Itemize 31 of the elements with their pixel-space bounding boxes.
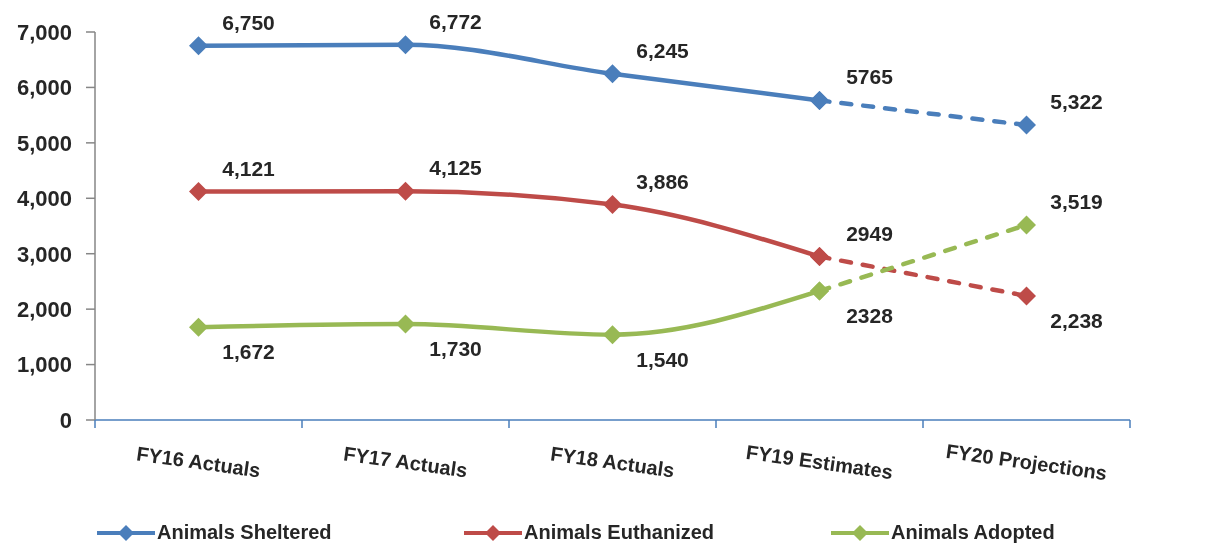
y-tick-label: 5,000: [16, 130, 72, 156]
legend-label: Animals Euthanized: [524, 521, 715, 543]
data-label: 2949: [846, 221, 893, 245]
legend-label: Animals Adopted: [891, 521, 1055, 543]
data-label: 4,121: [222, 156, 276, 180]
x-tick-label: FY18 Actuals: [549, 442, 676, 482]
y-tick-label: 0: [59, 407, 72, 433]
data-label: 6,245: [636, 38, 690, 62]
y-tick-label: 7,000: [16, 19, 72, 45]
data-label: 6,750: [222, 10, 275, 34]
data-label: 3,886: [636, 169, 689, 193]
data-label: 3,519: [1050, 189, 1103, 213]
data-label: 2328: [846, 303, 894, 327]
x-tick-label: FY16 Actuals: [135, 442, 262, 482]
x-tick-label: FY17 Actuals: [342, 442, 469, 482]
data-label: 1,730: [429, 336, 482, 360]
y-tick-label: 3,000: [16, 241, 72, 267]
y-tick-label: 2,000: [16, 296, 72, 322]
x-tick-label: FY19 Estimates: [744, 440, 895, 484]
data-label: 6,772: [429, 9, 482, 33]
data-label: 2,238: [1050, 308, 1104, 332]
data-label: 5765: [846, 64, 894, 88]
data-label: 1,672: [222, 339, 275, 363]
y-tick-label: 6,000: [16, 75, 72, 101]
legend-label: Animals Sheltered: [157, 521, 332, 543]
data-label: 5,322: [1050, 89, 1103, 113]
x-tick-label: FY20 Projections: [944, 439, 1109, 485]
data-label: 1,540: [636, 347, 689, 371]
y-tick-label: 1,000: [16, 352, 72, 378]
data-label: 4,125: [429, 155, 483, 179]
y-tick-label: 4,000: [16, 186, 72, 212]
